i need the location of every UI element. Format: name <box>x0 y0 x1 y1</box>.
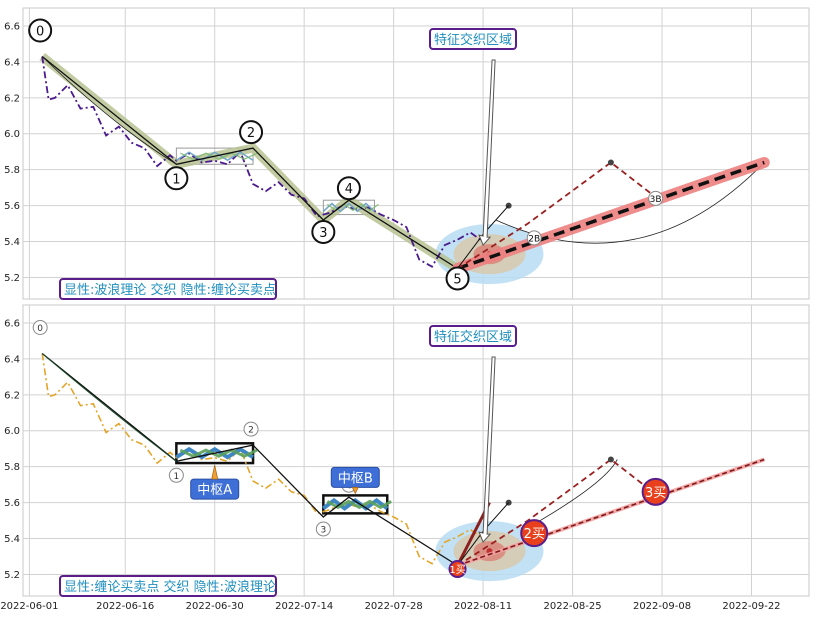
pivot-zigzag-blue-0 <box>176 151 254 162</box>
y-tick-label-2: 5.6 <box>4 201 20 212</box>
plot-frame <box>22 304 810 597</box>
plot-frame <box>22 7 810 300</box>
trend-line <box>457 458 765 567</box>
wave-marker-2 <box>239 120 264 145</box>
x-tick-label-1: 2022-06-16 <box>96 601 154 612</box>
y-tick-label-3: 5.8 <box>4 462 20 473</box>
pivot-zigzag-blue-1 <box>322 497 389 511</box>
wave-arc-1 <box>41 353 177 462</box>
y-tick-label-7: 6.6 <box>4 21 20 32</box>
buy-point-label-2: 3买 <box>645 486 666 501</box>
legend-box <box>59 575 277 597</box>
wave-label-1: 1 <box>172 172 180 187</box>
forecast-point-0 <box>607 159 614 166</box>
x-axis: 2022-06-01 2022-06-16 2022-06-30 2022-07-14… <box>0 601 780 612</box>
y-tick-label-6: 6.4 <box>4 57 20 68</box>
pivot-zigzag-green-0 <box>180 152 258 160</box>
wave-marker-4 <box>336 176 361 201</box>
buy-point-marker-1 <box>520 519 549 548</box>
y-tick-label-0: 5.2 <box>4 273 20 284</box>
pivot-zone-0 <box>175 147 254 165</box>
wave-marker-1 <box>168 467 184 483</box>
pivot-zigzag-blue-0 <box>175 446 255 460</box>
wave-label-1: 1 <box>173 472 179 482</box>
wave-marker-0 <box>28 18 53 43</box>
y-tick-label-4: 6.0 <box>4 129 20 140</box>
buy-point-marker-0 <box>526 230 542 246</box>
wave-label-0: 0 <box>36 25 44 40</box>
x-tick-label-4: 2022-07-28 <box>365 601 423 612</box>
y-tick-label-7: 6.6 <box>4 318 20 329</box>
wave-label-3: 3 <box>319 226 327 241</box>
y-tick-label-4: 6.0 <box>4 426 20 437</box>
buy-point-marker-1 <box>648 190 664 206</box>
buy-point-label-0: 2B <box>528 234 540 244</box>
pivot-label-1: 中枢B <box>338 471 373 486</box>
x-tick-label-3: 2022-07-14 <box>275 601 333 612</box>
annotation-arrow <box>478 356 496 544</box>
y-tick-label-0: 5.2 <box>4 570 20 581</box>
pivot-label-arrow-0 <box>211 465 219 480</box>
forecast-path <box>457 458 663 567</box>
wave-label-2: 2 <box>247 126 255 141</box>
wave-label-5: 5 <box>453 272 461 287</box>
forecast-path <box>457 161 663 270</box>
wave-label-2: 2 <box>248 426 254 436</box>
wave-path <box>41 55 458 270</box>
x-tick-label-7: 2022-09-08 <box>633 601 691 612</box>
y-tick-label-5: 6.2 <box>4 390 20 401</box>
wave-marker-1 <box>164 166 189 191</box>
wave-path <box>41 352 458 567</box>
annotation-box <box>429 28 517 50</box>
pivot-label-arrow-1 <box>351 487 359 495</box>
x-tick-label-0: 2022-06-01 <box>0 601 58 612</box>
y-tick-label-2: 5.6 <box>4 498 20 509</box>
annotation-text: 特征交织区域 <box>434 32 512 48</box>
pivot-zigzag-blue-1 <box>322 202 376 213</box>
pivot-zigzag-green-1 <box>326 499 392 510</box>
y-tick-label-3: 5.8 <box>4 165 20 176</box>
buy-point-label-0: 1买 <box>449 564 465 576</box>
y-tick-label-5: 6.2 <box>4 93 20 104</box>
trend-line <box>456 160 765 271</box>
x-tick-label-6: 2022-08-25 <box>543 601 601 612</box>
wave-arc-1 <box>41 56 177 165</box>
wave-marker-5 <box>445 266 470 291</box>
pivot-label-0: 中枢A <box>197 483 232 498</box>
buy-point-marker-2 <box>641 477 670 506</box>
wave-marker-0 <box>32 320 48 335</box>
buy-point-label-1: 2买 <box>524 527 545 542</box>
wave-marker-3 <box>315 521 331 537</box>
legend-text: 显性:波浪理论 交织 隐性:缠论买卖点 <box>64 282 276 298</box>
y-tick-label-1: 5.4 <box>4 534 20 545</box>
x-tick-label-5: 2022-08-11 <box>454 601 512 612</box>
price-series <box>41 353 490 565</box>
pivot-zigzag-green-0 <box>179 448 258 458</box>
wave-label-0: 0 <box>37 324 43 334</box>
annotation-arrow <box>478 59 496 247</box>
x-tick-label-8: 2022-09-22 <box>722 601 780 612</box>
y-tick-label-6: 6.4 <box>4 354 20 365</box>
annotation-box <box>429 325 517 347</box>
wave-marker-3 <box>311 219 336 244</box>
price-series <box>41 56 490 268</box>
legend-text: 显性:缠论买卖点 交织 隐性:波浪理论 <box>64 579 276 595</box>
y-tick-label-1: 5.4 <box>4 237 20 248</box>
wave-marker-2 <box>243 421 259 437</box>
buy-point-marker-0 <box>448 560 467 579</box>
annotation-text: 特征交织区域 <box>434 329 512 345</box>
forecast-point-0 <box>607 456 614 463</box>
legend-box <box>59 278 277 300</box>
x-tick-label-2: 2022-06-30 <box>186 601 244 612</box>
buy-point-label-1: 3B <box>650 195 662 205</box>
wave-label-4: 4 <box>345 182 353 197</box>
wave-label-3: 3 <box>320 525 326 535</box>
